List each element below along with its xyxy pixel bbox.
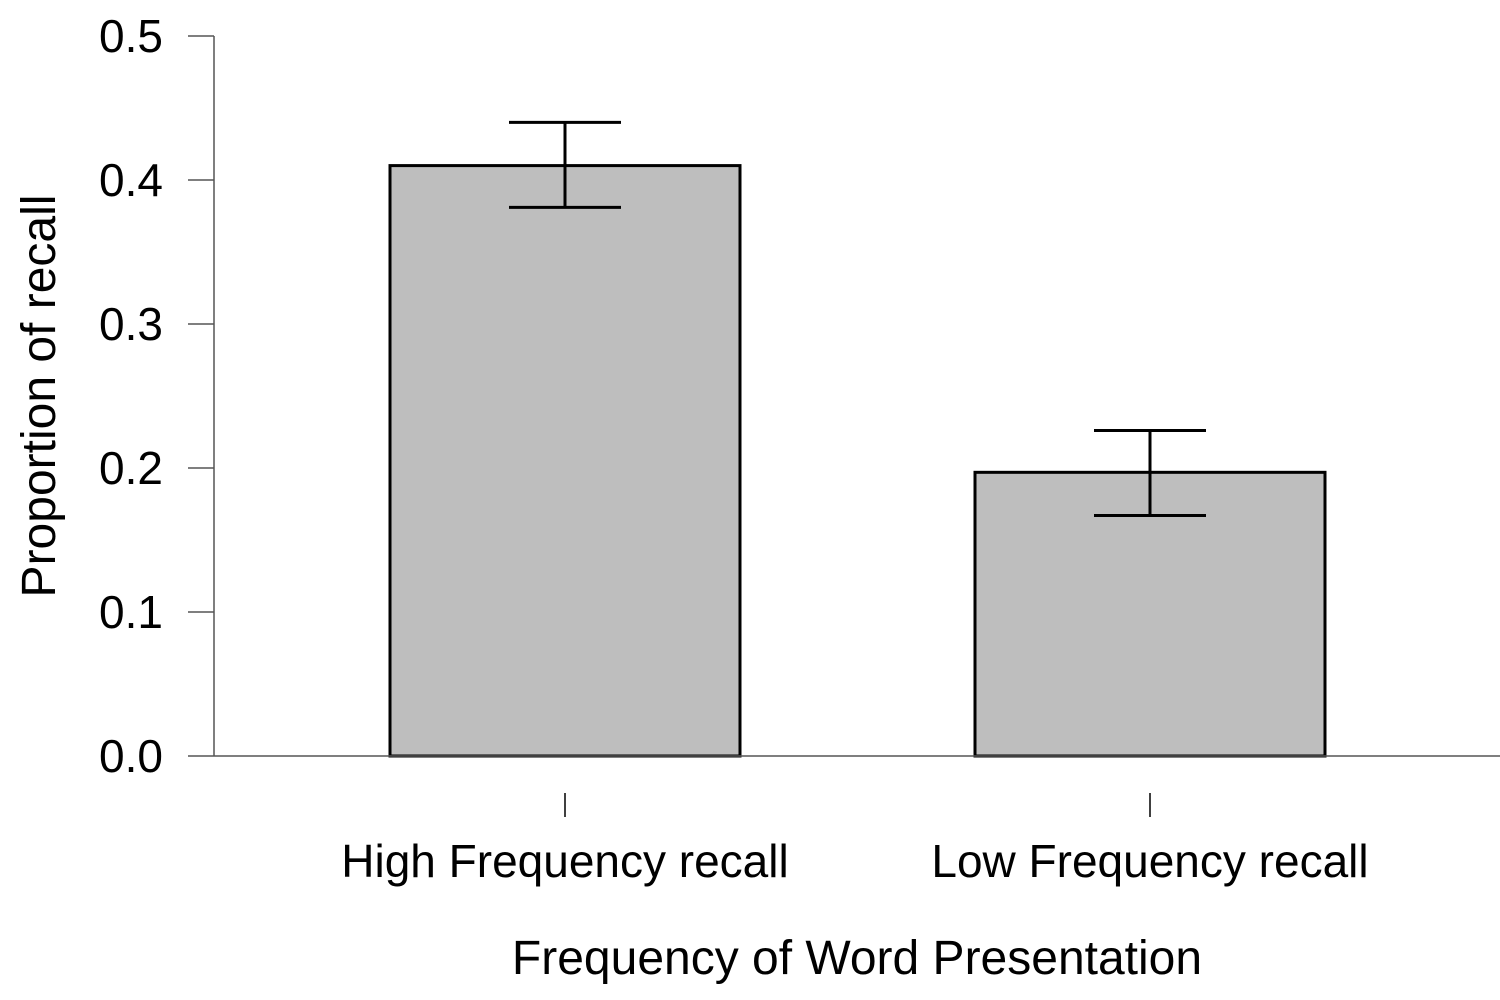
- y-tick-label: 0.5: [99, 10, 163, 62]
- x-axis: High Frequency recall Low Frequency recal…: [214, 755, 1500, 887]
- y-tick-label: 0.0: [99, 730, 163, 782]
- y-axis-title: Proportion of recall: [13, 195, 66, 598]
- y-tick-label: 0.1: [99, 586, 163, 638]
- y-axis: 0.0 0.1 0.2 0.3 0.4 0.5: [99, 10, 215, 782]
- error-bars: [509, 120, 1206, 518]
- bars: [388, 164, 1327, 758]
- x-tick-label: Low Frequency recall: [931, 835, 1368, 887]
- bar: [388, 164, 742, 758]
- x-tick-label: High Frequency recall: [341, 835, 788, 887]
- y-tick-label: 0.3: [99, 298, 163, 350]
- y-tick-label: 0.4: [99, 154, 163, 206]
- y-tick-label: 0.2: [99, 442, 163, 494]
- x-axis-title: Frequency of Word Presentation: [512, 932, 1202, 985]
